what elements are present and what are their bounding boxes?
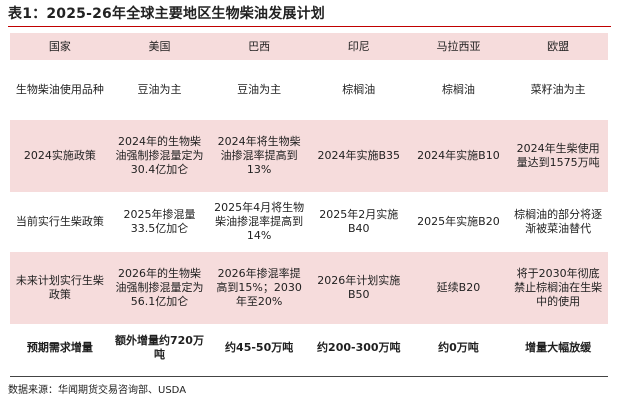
table-header-row: 国家 美国 巴西 印尼 马拉西亚 欧盟: [10, 33, 608, 60]
table-cell: 约45-50万吨: [225, 341, 294, 354]
row-label: 当前实行生柴政策: [15, 215, 104, 228]
table-row: 当前实行生柴政策 2025年掺混量33.5亿加仑 2025年4月将生物柴油掺混率…: [10, 192, 608, 252]
table-cell: 2024年生柴使用量达到1575万吨: [508, 120, 608, 192]
header-cell: 美国: [109, 33, 210, 60]
table-cell: 2026年的生物柴油强制掺混量定为56.1亿加仑: [109, 252, 210, 324]
table-cell: 2025年2月实施B40: [319, 208, 399, 235]
row-label: 2024实施政策: [10, 120, 110, 192]
table-row: 未来计划实行生柴政策 2026年的生物柴油强制掺混量定为56.1亿加仑 2026…: [10, 252, 608, 324]
table-cell: 将于2030年彻底禁止棕榈油在生柴中的使用: [508, 252, 608, 324]
row-label: 预期需求增量: [26, 341, 93, 354]
header-cell: 欧盟: [508, 33, 608, 60]
header-cell: 巴西: [209, 33, 309, 60]
title-divider: [8, 26, 611, 27]
table-cell: 额外增量约720万吨: [115, 334, 204, 361]
table-cell: 菜籽油为主: [530, 83, 586, 96]
table-row: 2024实施政策 2024年的生物柴油强制掺混量定为30.4亿加仑 2024年将…: [10, 120, 608, 192]
header-cell: 国家: [10, 33, 110, 60]
table-cell: 2026年计划实施B50: [308, 252, 409, 324]
table-cell: 2025年4月将生物柴油掺混率提高到14%: [214, 201, 305, 242]
table-cell: 棕榈油: [441, 83, 475, 96]
table-cell: 约0万吨: [438, 341, 479, 354]
table-row: 生物柴油使用品种 豆油为主 豆油为主 棕榈油 棕榈油 菜籽油为主: [10, 60, 608, 120]
table-cell: 2024年实施B10: [408, 120, 509, 192]
table-cell: 2025年实施B20: [417, 215, 500, 228]
table-cell: 豆油为主: [137, 83, 182, 96]
table-cell: 增量大幅放缓: [525, 341, 592, 354]
table-title: 表1：2025-26年全球主要地区生物柴油发展计划: [8, 6, 325, 22]
row-label: 生物柴油使用品种: [15, 83, 104, 96]
table-row: 预期需求增量 额外增量约720万吨 约45-50万吨 约200-300万吨 约0…: [10, 324, 608, 372]
table-cell: 2024年实施B35: [308, 120, 409, 192]
table-cell: 2025年掺混量33.5亿加仑: [123, 208, 196, 235]
table-cell: 约200-300万吨: [317, 341, 401, 354]
table-cell: 延续B20: [408, 252, 509, 324]
table-cell: 2024年将生物柴油掺混率提高到13%: [209, 120, 309, 192]
source-note: 数据来源：华闻期货交易咨询部、USDA: [8, 385, 187, 396]
header-cell: 马拉西亚: [408, 33, 509, 60]
table-bottom-divider: [10, 376, 608, 377]
table-cell: 棕榈油的部分将逐渐被菜油替代: [514, 208, 603, 235]
row-label: 未来计划实行生柴政策: [10, 252, 110, 324]
table-cell: 棕榈油: [342, 83, 376, 96]
table-cell: 豆油为主: [237, 83, 282, 96]
biodiesel-plan-table: 国家 美国 巴西 印尼 马拉西亚 欧盟 生物柴油使用品种 豆油为主 豆油为主 棕…: [10, 33, 608, 372]
header-cell: 印尼: [308, 33, 409, 60]
table-cell: 2026年掺混率提高到15%；2030年至20%: [209, 252, 309, 324]
table-cell: 2024年的生物柴油强制掺混量定为30.4亿加仑: [109, 120, 210, 192]
